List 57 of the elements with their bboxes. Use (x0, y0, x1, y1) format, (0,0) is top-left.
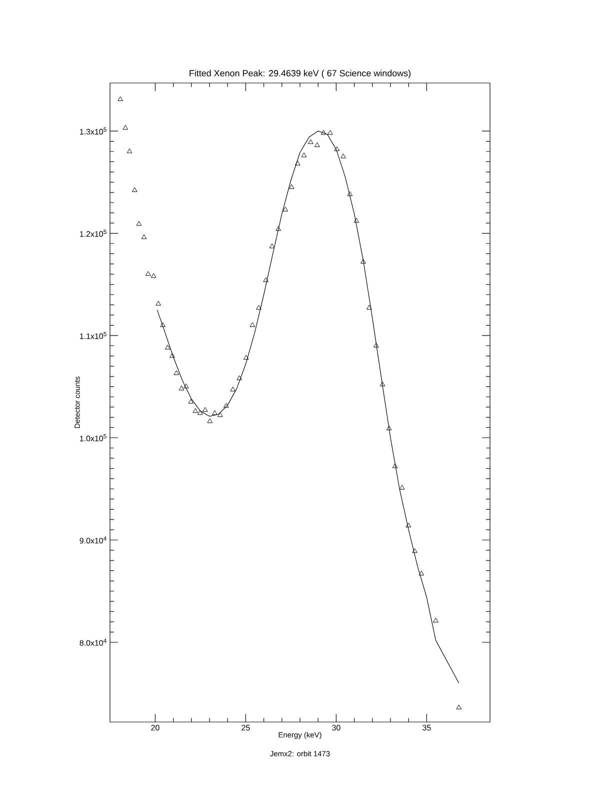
point (156, 300, 161, 306)
point (282, 206, 288, 212)
point (197, 410, 203, 415)
point (224, 403, 229, 408)
point (218, 412, 223, 417)
point (433, 618, 438, 622)
point (256, 304, 262, 310)
point (164, 344, 170, 350)
point (170, 352, 175, 358)
point (334, 146, 340, 152)
point (202, 407, 208, 412)
point (263, 277, 268, 282)
point (207, 418, 213, 424)
point (122, 124, 128, 130)
point (243, 354, 249, 360)
point (354, 218, 360, 223)
point (118, 96, 123, 101)
point (132, 187, 138, 192)
point (308, 139, 314, 144)
line-series (156, 130, 460, 684)
point (360, 258, 366, 264)
point (230, 386, 236, 392)
point (141, 234, 147, 240)
point (320, 130, 326, 135)
point (294, 160, 300, 166)
point (178, 386, 184, 390)
point (146, 271, 151, 276)
point (380, 382, 386, 386)
point (236, 375, 242, 380)
point (136, 221, 142, 226)
point (412, 548, 418, 553)
point (289, 184, 294, 189)
point (126, 148, 132, 154)
point (188, 398, 194, 404)
point (392, 463, 398, 468)
point (192, 408, 198, 413)
point (276, 226, 281, 231)
point (340, 154, 346, 158)
point (314, 142, 320, 148)
point (301, 152, 307, 158)
point (366, 304, 372, 310)
point (160, 322, 166, 327)
point (418, 570, 424, 576)
point (250, 322, 256, 327)
point (184, 384, 189, 388)
chart-title: Fitted Xenon Peak: 29.4639 keV ( 67 Science windows) (190, 70, 410, 78)
point (456, 704, 462, 710)
point (386, 426, 392, 430)
point (328, 130, 333, 135)
point (406, 522, 412, 528)
point (374, 342, 379, 348)
point (269, 244, 275, 248)
point (174, 370, 180, 375)
point (212, 410, 218, 415)
point (399, 484, 405, 490)
point (150, 273, 156, 278)
point (347, 191, 353, 196)
